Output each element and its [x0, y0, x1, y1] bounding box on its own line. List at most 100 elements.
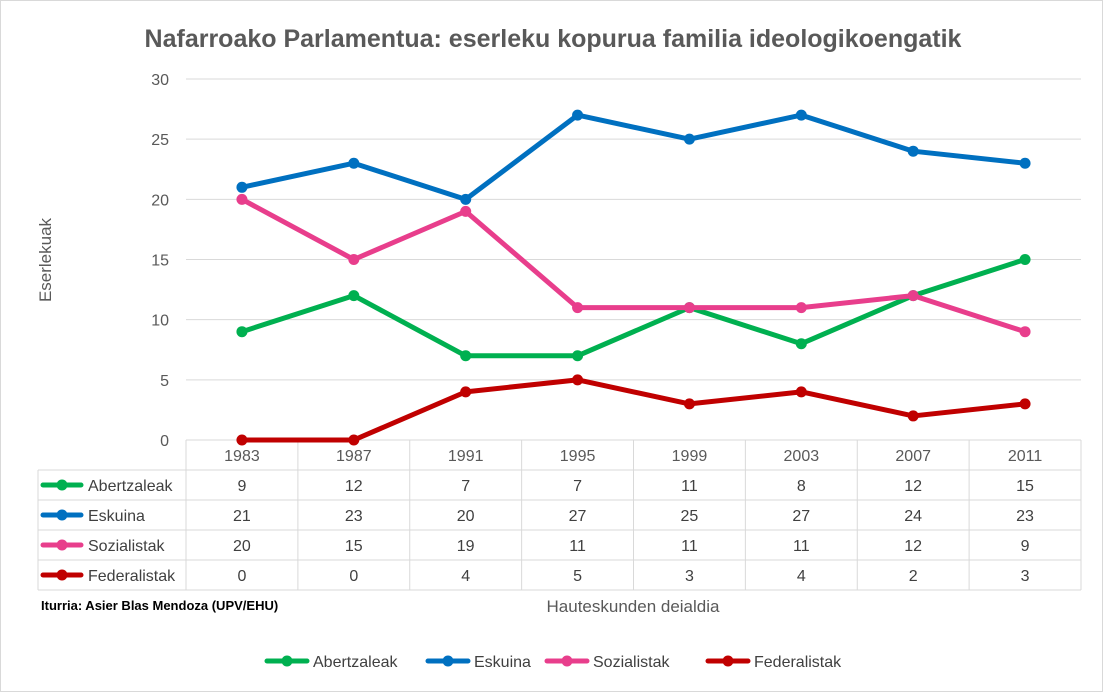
table-cell: 19: [457, 538, 475, 555]
table-legend-marker: [56, 479, 68, 491]
data-point: [907, 290, 919, 302]
data-point: [572, 109, 584, 121]
table-series-name: Sozialistak: [88, 538, 165, 555]
table-cell: 7: [461, 478, 470, 495]
table-cell: 27: [569, 508, 587, 525]
series-line-abertzaleak: [239, 257, 1028, 359]
series-lines: [236, 109, 1031, 446]
y-axis-ticks: 0 5 10 15 20 25 30: [151, 72, 169, 450]
x-tick-label: 1983: [224, 448, 260, 465]
data-point: [1019, 398, 1031, 410]
table-cell: 23: [1016, 508, 1034, 525]
y-tick-label: 5: [160, 373, 169, 390]
table-legend-marker: [56, 509, 68, 521]
data-point: [348, 434, 360, 446]
legend-marker: [442, 655, 454, 667]
y-axis-label: Eserlekuak: [36, 217, 55, 302]
table-cell: 3: [1021, 568, 1030, 585]
table-cell: 15: [345, 538, 363, 555]
table-cell: 20: [457, 508, 475, 525]
table-cell: 0: [349, 568, 358, 585]
data-point: [795, 338, 807, 350]
data-point: [348, 157, 360, 169]
legend-marker: [281, 655, 293, 667]
table-cell: 20: [233, 538, 251, 555]
table-cell: 27: [792, 508, 810, 525]
data-point: [1019, 157, 1031, 169]
x-tick-label: 1999: [672, 448, 708, 465]
y-tick-label: 0: [160, 433, 169, 450]
data-point: [236, 434, 248, 446]
data-table: 1983 1987 1991 1995 1999 2003 2007 2011Abertzal…: [37, 440, 1082, 591]
table-cell: 15: [1016, 478, 1034, 495]
table-cell: 4: [461, 568, 470, 585]
y-tick-label: 15: [151, 253, 169, 270]
table-cell: 3: [685, 568, 694, 585]
series-line-eskuina: [239, 112, 1028, 202]
data-point: [572, 302, 584, 314]
table-cell: 9: [237, 478, 246, 495]
data-point: [236, 193, 248, 205]
data-point: [572, 374, 584, 386]
table-cell: 25: [681, 508, 699, 525]
data-point: [683, 302, 695, 314]
data-point: [460, 193, 472, 205]
data-point: [683, 133, 695, 145]
data-point: [348, 254, 360, 265]
table-cell: 12: [904, 478, 922, 495]
table-cell: 4: [797, 568, 806, 585]
y-tick-label: 30: [151, 72, 169, 89]
data-point: [907, 145, 919, 157]
legend-marker: [561, 655, 573, 667]
x-tick-label: 2007: [895, 448, 931, 465]
x-tick-label: 1991: [448, 448, 484, 465]
chart-title: Nafarroako Parlamentua: eserleku kopurua…: [145, 25, 962, 53]
data-point: [348, 290, 360, 302]
table-cell: 12: [345, 478, 363, 495]
x-tick-label: 1987: [336, 448, 372, 465]
source-note: Iturria: Asier Blas Mendoza (UPV/EHU): [41, 598, 278, 613]
table-cell: 8: [797, 478, 806, 495]
table-cell: 23: [345, 508, 363, 525]
y-tick-label: 25: [151, 132, 169, 149]
legend-label: Eskuina: [474, 654, 531, 671]
gridlines: [186, 78, 1081, 441]
table-legend-marker: [56, 539, 68, 551]
legend-label: Federalistak: [754, 654, 842, 671]
data-point: [460, 205, 472, 217]
legend: Abertzaleak Eskuina Sozialistak Federalista…: [264, 654, 842, 671]
data-point: [236, 181, 248, 193]
table-cell: 11: [793, 538, 810, 555]
legend-label: Sozialistak: [593, 654, 670, 671]
legend-marker: [722, 655, 734, 667]
y-tick-label: 10: [151, 313, 169, 330]
data-point: [795, 302, 807, 314]
data-point: [572, 350, 584, 362]
x-tick-label: 2011: [1008, 448, 1043, 465]
table-cell: 12: [904, 538, 922, 555]
data-point: [460, 386, 472, 398]
table-cell: 21: [233, 508, 251, 525]
data-point: [907, 410, 919, 422]
legend-label: Abertzaleak: [313, 654, 398, 671]
x-tick-label: 1995: [560, 448, 596, 465]
data-point: [236, 326, 248, 338]
table-cell: 11: [681, 538, 698, 555]
data-point: [795, 386, 807, 398]
table-series-name: Abertzaleak: [88, 478, 173, 495]
data-point: [683, 398, 695, 410]
data-point: [460, 350, 472, 362]
table-cell: 7: [573, 478, 582, 495]
table-series-name: Federalistak: [88, 568, 176, 585]
data-point: [795, 109, 807, 121]
y-tick-label: 20: [151, 192, 169, 209]
x-tick-label: 2003: [784, 448, 820, 465]
table-cell: 11: [681, 478, 698, 495]
table-cell: 5: [573, 568, 582, 585]
table-cell: 2: [909, 568, 918, 585]
table-cell: 24: [904, 508, 922, 525]
series-line-sozialistak: [239, 196, 1028, 335]
table-cell: 9: [1021, 538, 1030, 555]
